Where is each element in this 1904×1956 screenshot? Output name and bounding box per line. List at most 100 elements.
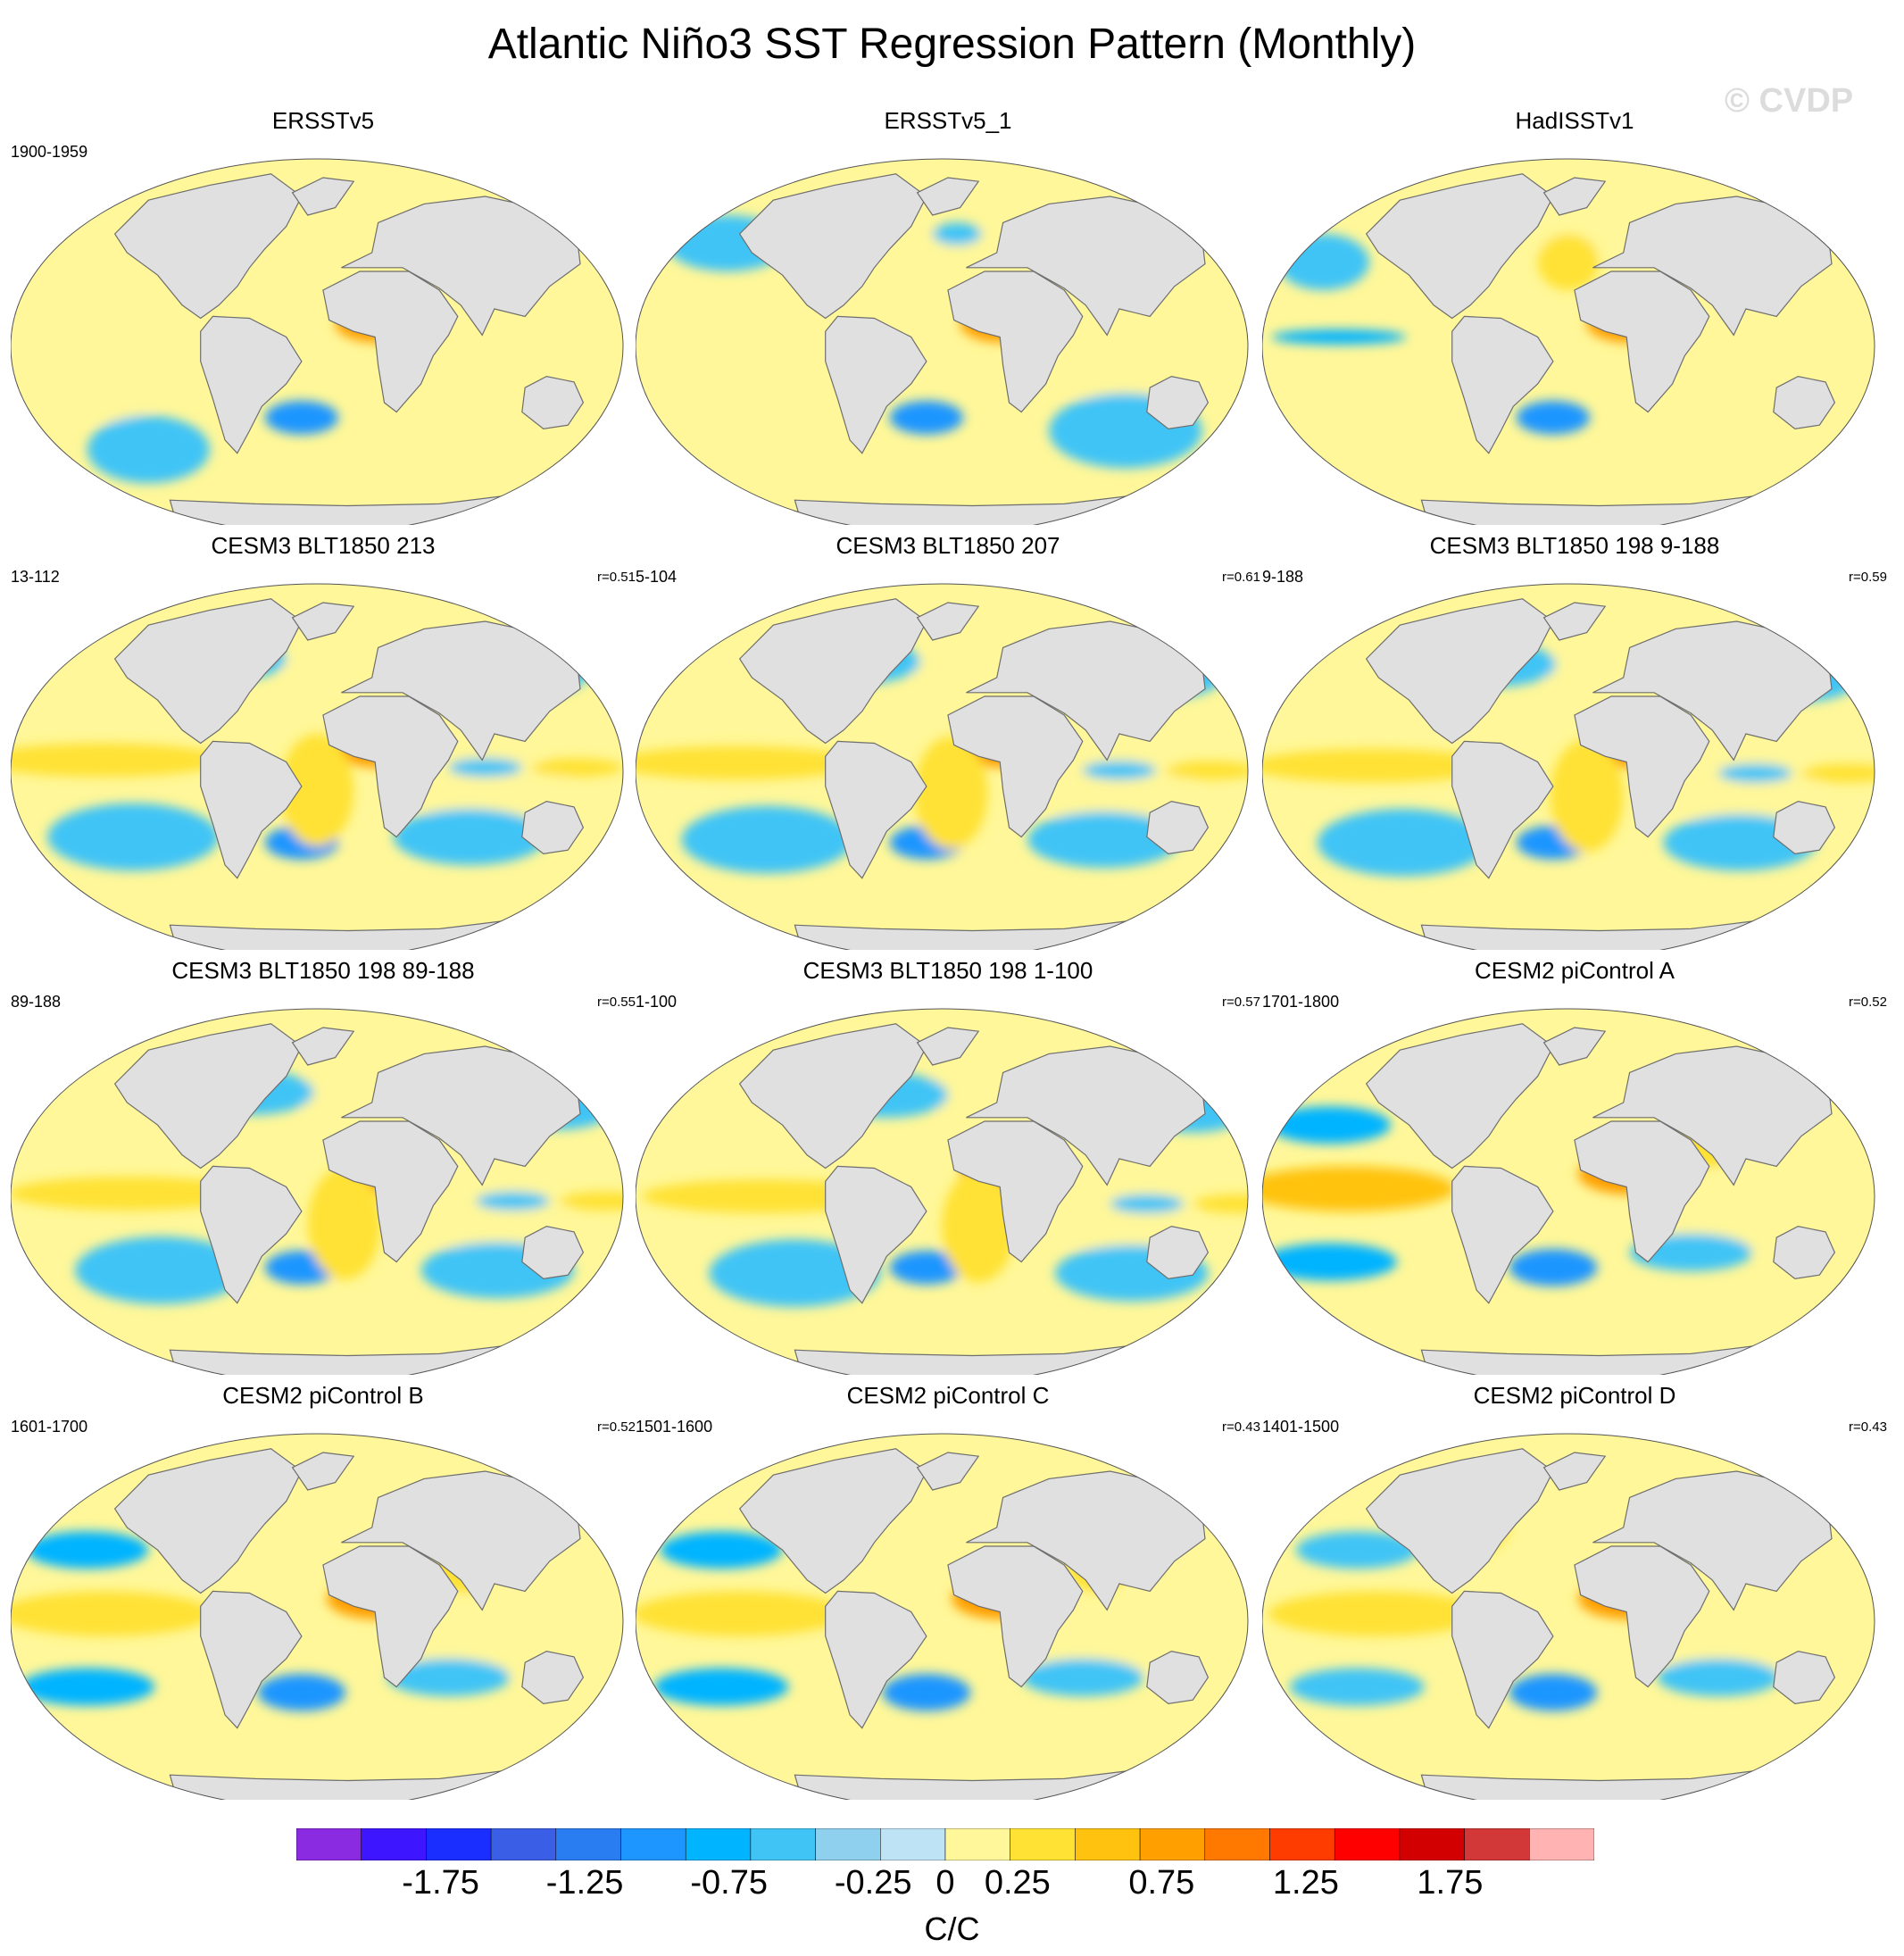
- land-samerica: [825, 740, 927, 879]
- land-samerica: [825, 1165, 927, 1304]
- pattern-correlation: r=0.55: [597, 995, 636, 1010]
- sst-anomaly: [1268, 1106, 1392, 1144]
- sst-anomaly: [681, 805, 853, 874]
- land-greenland: [916, 177, 980, 216]
- land-eurasia: [966, 196, 1206, 337]
- sst-map: [11, 1433, 624, 1800]
- sst-anomaly: [1268, 1591, 1483, 1636]
- colorbar-tick-label: 0.75: [1128, 1864, 1195, 1902]
- pattern-correlation: r=0.59: [1849, 570, 1887, 585]
- pattern-correlation: r=0.61: [1222, 570, 1260, 585]
- sst-anomaly: [882, 1674, 971, 1711]
- land-samerica: [825, 315, 927, 454]
- land-greenland: [1542, 1027, 1607, 1066]
- sst-anomaly: [20, 1668, 155, 1706]
- sst-anomaly: [11, 743, 226, 778]
- colorbar-tick-label: 1.25: [1272, 1864, 1339, 1902]
- land-australia: [1773, 1225, 1836, 1280]
- sst-anomaly: [908, 649, 1006, 687]
- map-panel: ERSSTv5_1: [636, 107, 1260, 527]
- panel-title: CESM3 BLT1850 198 1-100: [802, 957, 1093, 984]
- sst-anomaly: [1165, 761, 1248, 780]
- map-panel: HadISSTv1: [1262, 107, 1887, 527]
- land-africa: [1574, 1545, 1710, 1688]
- map-outline: [636, 1433, 1249, 1800]
- sst-anomaly: [1262, 1243, 1397, 1281]
- sst-anomaly: [11, 1176, 253, 1211]
- map-panel: CESM2 piControl A 1701-1800 r=0.52: [1262, 957, 1887, 1377]
- land-africa: [947, 695, 1084, 838]
- sst-anomaly: [393, 809, 547, 865]
- sst-anomaly: [1509, 1674, 1598, 1711]
- panel-title: ERSSTv5_1: [884, 107, 1012, 134]
- colorbar-tick-label: -1.25: [545, 1864, 624, 1902]
- pattern-correlation: r=0.43: [1849, 1419, 1887, 1435]
- land-eurasia: [1592, 1045, 1833, 1186]
- sst-map: [1262, 1433, 1875, 1800]
- land-greenland: [291, 1027, 355, 1066]
- panel-period: 1900-1959: [11, 143, 88, 161]
- map-outline: [636, 1008, 1249, 1375]
- sst-map: [636, 158, 1249, 525]
- map-panel: CESM3 BLT1850 198 9-188 9-188 r=0.59: [1262, 532, 1887, 952]
- sst-anomaly: [11, 1591, 213, 1636]
- sst-anomaly: [87, 415, 210, 484]
- colorbar-swatch: [361, 1828, 427, 1860]
- pattern-correlation: r=0.57: [1222, 995, 1260, 1010]
- land-eurasia: [966, 620, 1206, 762]
- land-africa: [322, 695, 459, 838]
- map-panel: ERSSTv5 1900-1959: [11, 107, 636, 527]
- sst-anomaly: [127, 1737, 372, 1768]
- land-greenland: [1542, 1452, 1607, 1491]
- colorbar-tick-label: -1.75: [402, 1864, 479, 1902]
- land-namerica: [1365, 1448, 1554, 1594]
- land-greenland: [291, 1452, 355, 1491]
- panel-period: 1601-1700: [11, 1418, 88, 1436]
- sst-map: [636, 1433, 1249, 1800]
- land-namerica: [1365, 598, 1554, 745]
- panel-period: 13-112: [11, 568, 60, 586]
- land-namerica: [113, 1023, 303, 1169]
- pattern-correlation: r=0.51: [597, 570, 636, 585]
- colorbar-swatch: [750, 1828, 816, 1860]
- colorbar-swatch: [490, 1828, 557, 1860]
- panel-title: CESM3 BLT1850 213: [211, 532, 436, 559]
- land-namerica: [738, 173, 927, 320]
- land-samerica: [1451, 740, 1554, 879]
- colorbar-swatch: [1010, 1828, 1076, 1860]
- map-outline: [1262, 1008, 1875, 1375]
- sst-anomaly: [1534, 649, 1633, 687]
- sst-anomaly: [636, 1591, 847, 1636]
- sst-anomaly: [1525, 1497, 1642, 1539]
- colorbar-swatch: [296, 1828, 362, 1860]
- land-australia: [1773, 1650, 1836, 1705]
- colorbar-tick-label: 0: [935, 1864, 955, 1902]
- land-eurasia: [966, 1470, 1206, 1611]
- sst-anomaly: [636, 745, 860, 780]
- land-greenland: [1542, 602, 1607, 641]
- map-outline: [11, 1433, 624, 1800]
- sst-anomaly: [283, 649, 381, 687]
- sst-anomaly: [1525, 1072, 1642, 1114]
- main-title: Atlantic Niño3 SST Regression Pattern (M…: [487, 21, 1417, 68]
- sst-anomaly: [283, 224, 381, 262]
- colorbar-swatch: [1269, 1828, 1335, 1860]
- land-australia: [521, 1225, 585, 1280]
- colorbar-swatch: [944, 1828, 1010, 1860]
- sst-anomaly: [1271, 329, 1407, 345]
- land-africa: [322, 1120, 459, 1263]
- map-panel: CESM2 piControl C 1501-1600 r=0.43: [636, 1382, 1260, 1802]
- colorbar-swatch: [426, 1828, 492, 1860]
- colorbar-tick-label: 0.25: [984, 1864, 1051, 1902]
- sst-map: [636, 583, 1249, 950]
- sst-anomaly: [273, 1497, 391, 1539]
- sst-anomaly: [653, 1668, 789, 1706]
- sst-anomaly: [1295, 1531, 1418, 1569]
- panel-period: 5-104: [636, 568, 678, 586]
- land-namerica: [738, 1023, 927, 1169]
- sst-anomaly: [1657, 1659, 1780, 1696]
- map-panel: CESM3 BLT1850 213 13-112 r=0.51: [11, 532, 636, 952]
- land-greenland: [916, 1027, 980, 1066]
- sst-anomaly: [448, 758, 522, 778]
- sst-map: [1262, 158, 1875, 525]
